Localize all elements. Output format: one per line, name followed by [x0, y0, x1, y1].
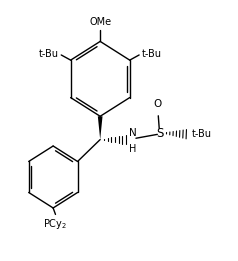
- Text: H: H: [129, 144, 137, 154]
- Text: t-Bu: t-Bu: [141, 49, 161, 59]
- Polygon shape: [98, 116, 103, 140]
- Text: N: N: [129, 128, 137, 138]
- Text: OMe: OMe: [89, 17, 111, 27]
- Text: t-Bu: t-Bu: [192, 129, 212, 139]
- Text: PCy$_2$: PCy$_2$: [44, 217, 68, 231]
- Text: t-Bu: t-Bu: [39, 49, 59, 59]
- Text: S: S: [156, 127, 164, 140]
- Text: O: O: [154, 99, 162, 109]
